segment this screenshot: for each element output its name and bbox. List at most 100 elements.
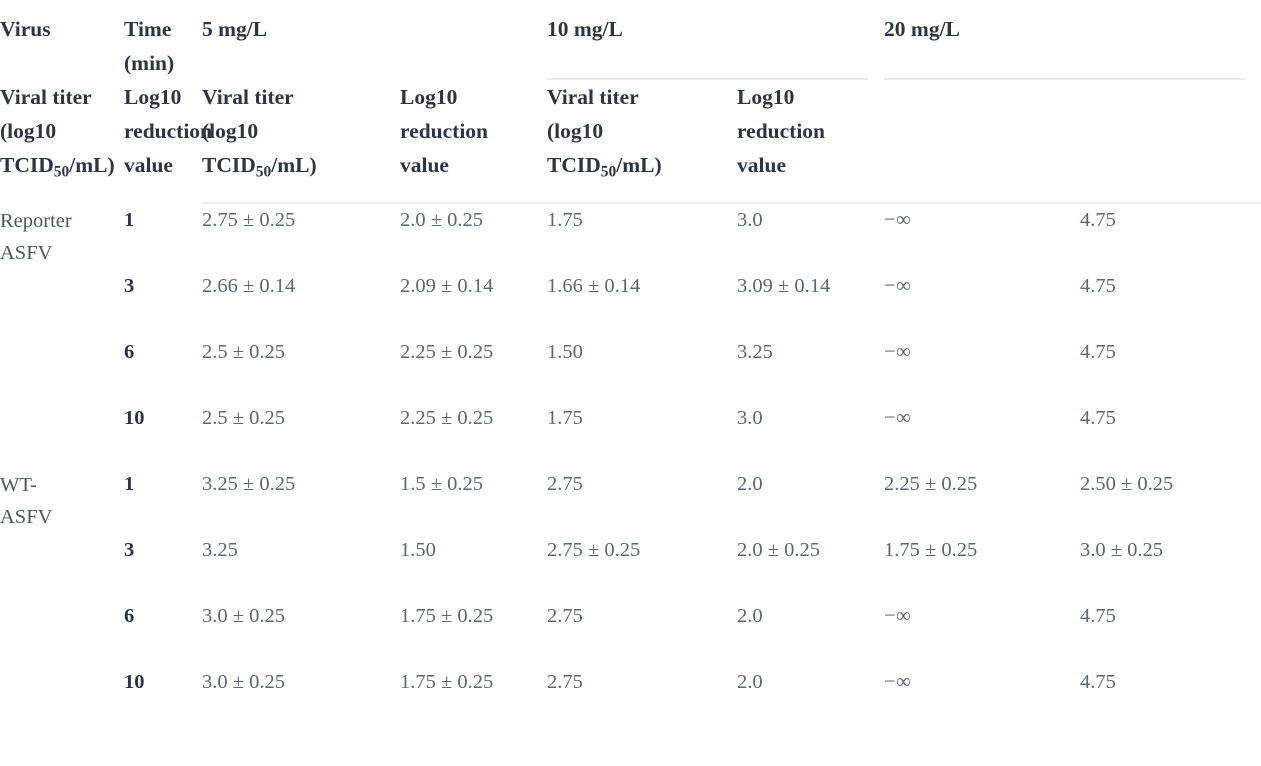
sub-header-line3: value	[400, 153, 449, 177]
reduction-20mgl: 4.75	[1080, 209, 1116, 232]
sub-header-line2: reduction	[124, 119, 212, 143]
reduction-5mgl: 2.0 ± 0.25	[400, 209, 484, 232]
sub-header-line3-pre: TCID	[0, 153, 54, 177]
group-header-20mgl: 20 mg/L	[884, 0, 1261, 71]
titer-5mgl: 2.5 ± 0.25	[202, 407, 286, 430]
sub-header-line2: reduction	[737, 119, 826, 143]
virus-name-reporter-asfv: Reporter ASFV	[0, 205, 124, 469]
group-header-20mgl-label: 20 mg/L	[884, 17, 960, 41]
virus-name-line2: ASFV	[0, 506, 53, 529]
titer-10mgl: 1.75	[547, 209, 583, 232]
time-value: 10	[124, 671, 145, 694]
sub-header-line1: Log10	[737, 85, 795, 109]
sub-header-line3-post: /mL)	[616, 153, 662, 177]
reduction-20mgl: 4.75	[1080, 341, 1116, 364]
time-value: 3	[124, 539, 135, 562]
header-bottom-rule-row	[0, 189, 1261, 205]
sub-header-line2: (log10	[547, 119, 604, 143]
virus-name-line1: WT-	[0, 474, 37, 497]
table-row: 10 3.0 ± 0.25 1.75 ± 0.25 2.75 2.0 −∞ 4.…	[0, 667, 1261, 733]
reduction-20mgl: 4.75	[1080, 671, 1116, 694]
group-rule-row	[0, 71, 1261, 80]
sub-header-line3-pre: TCID	[202, 153, 256, 177]
titer-20mgl: −∞	[884, 605, 912, 628]
sub-header-line3-subscript: 50	[255, 163, 272, 181]
group-header-10mgl: 10 mg/L	[547, 0, 884, 71]
column-header-virus: Virus	[0, 0, 124, 80]
titer-5mgl: 3.25 ± 0.25	[202, 473, 296, 496]
virus-name-line2: ASFV	[0, 242, 53, 265]
column-header-reduction-10mgl: Log10 reduction value	[400, 80, 547, 189]
virus-name-line1: Reporter	[0, 210, 72, 233]
header-group-row: Virus Time (min) 5 mg/L 10 mg/L 20 mg/L	[0, 0, 1261, 75]
reduction-5mgl: 2.25 ± 0.25	[400, 407, 494, 430]
titer-10mgl: 2.75	[547, 671, 583, 694]
titer-10mgl: 2.75	[547, 605, 583, 628]
reduction-20mgl: 4.75	[1080, 407, 1116, 430]
titer-5mgl: 3.0 ± 0.25	[202, 671, 286, 694]
column-header-titer-20mgl: Viral titer (log10 TCID50/mL)	[547, 80, 737, 189]
sub-header-line3-subscript: 50	[53, 163, 70, 181]
titer-20mgl: −∞	[884, 671, 912, 694]
time-value: 3	[124, 275, 135, 298]
titer-10mgl: 2.75 ± 0.25	[547, 539, 641, 562]
column-header-time-line2: (min)	[124, 51, 175, 75]
sub-header-line3-pre: TCID	[547, 153, 601, 177]
table-row: 10 2.5 ± 0.25 2.25 ± 0.25 1.75 3.0 −∞ 4.…	[0, 403, 1261, 469]
sub-header-line3: value	[124, 153, 173, 177]
table-body: Reporter ASFV 1 2.75 ± 0.25 2.0 ± 0.25 1…	[0, 205, 1261, 733]
column-header-reduction-20mgl: Log10 reduction value	[737, 80, 884, 189]
titer-10mgl: 1.50	[547, 341, 583, 364]
sub-header-line1: Viral titer	[547, 85, 639, 109]
reduction-5mgl: 2.25 ± 0.25	[400, 341, 494, 364]
reduction-10mgl: 2.0	[737, 671, 763, 694]
reduction-10mgl: 2.0	[737, 473, 763, 496]
time-value: 6	[124, 341, 135, 364]
reduction-5mgl: 1.5 ± 0.25	[400, 473, 484, 496]
sub-header-line1: Log10	[400, 85, 458, 109]
header-bottom-rule-spacer	[0, 189, 202, 205]
column-header-titer-5mgl: Viral titer (log10 TCID50/mL)	[0, 80, 124, 189]
table-header: Virus Time (min) 5 mg/L 10 mg/L 20 mg/L	[0, 0, 1261, 205]
group-rule-spacer	[202, 71, 547, 80]
reduction-20mgl: 4.75	[1080, 275, 1116, 298]
table-row: Reporter ASFV 1 2.75 ± 0.25 2.0 ± 0.25 1…	[0, 205, 1261, 271]
column-header-reduction-5mgl: Log10 reduction value	[124, 80, 212, 189]
virus-inactivation-table: Virus Time (min) 5 mg/L 10 mg/L 20 mg/L	[0, 0, 1261, 733]
reduction-20mgl: 4.75	[1080, 605, 1116, 628]
reduction-10mgl: 3.0	[737, 407, 763, 430]
column-header-virus-label: Virus	[0, 17, 51, 41]
sub-header-line1: Viral titer	[202, 85, 294, 109]
header-bottom-rule	[202, 189, 1261, 205]
sub-header-line3-post: /mL)	[271, 153, 317, 177]
titer-5mgl: 2.75 ± 0.25	[202, 209, 296, 232]
table-row: WT- ASFV 1 3.25 ± 0.25 1.5 ± 0.25 2.75 2…	[0, 469, 1261, 535]
titer-20mgl: −∞	[884, 407, 912, 430]
titer-20mgl: −∞	[884, 209, 912, 232]
sub-header-line3-post: /mL)	[69, 153, 115, 177]
titer-20mgl: −∞	[884, 341, 912, 364]
group-header-5mgl: 5 mg/L	[202, 0, 547, 71]
table-row: 3 2.66 ± 0.14 2.09 ± 0.14 1.66 ± 0.14 3.…	[0, 271, 1261, 337]
time-value: 1	[124, 209, 135, 232]
reduction-5mgl: 1.75 ± 0.25	[400, 605, 494, 628]
sub-header-line1: Log10	[124, 85, 182, 109]
reduction-10mgl: 3.25	[737, 341, 773, 364]
titer-10mgl: 1.66 ± 0.14	[547, 275, 641, 298]
table-row: 3 3.25 1.50 2.75 ± 0.25 2.0 ± 0.25 1.75 …	[0, 535, 1261, 601]
time-value: 10	[124, 407, 145, 430]
reduction-5mgl: 1.75 ± 0.25	[400, 671, 494, 694]
sub-header-line3-subscript: 50	[600, 163, 617, 181]
sub-header-line2: (log10	[202, 119, 259, 143]
titer-10mgl: 2.75	[547, 473, 583, 496]
reduction-10mgl: 2.0 ± 0.25	[737, 539, 821, 562]
group-header-10mgl-label: 10 mg/L	[547, 17, 623, 41]
reduction-10mgl: 3.0	[737, 209, 763, 232]
titer-10mgl: 1.75	[547, 407, 583, 430]
time-value: 1	[124, 473, 135, 496]
header-sub-row: Viral titer (log10 TCID50/mL) Log10 redu…	[0, 80, 1261, 189]
reduction-10mgl: 2.0	[737, 605, 763, 628]
column-header-titer-10mgl: Viral titer (log10 TCID50/mL)	[202, 80, 400, 189]
group-rule-5mgl	[547, 71, 884, 80]
